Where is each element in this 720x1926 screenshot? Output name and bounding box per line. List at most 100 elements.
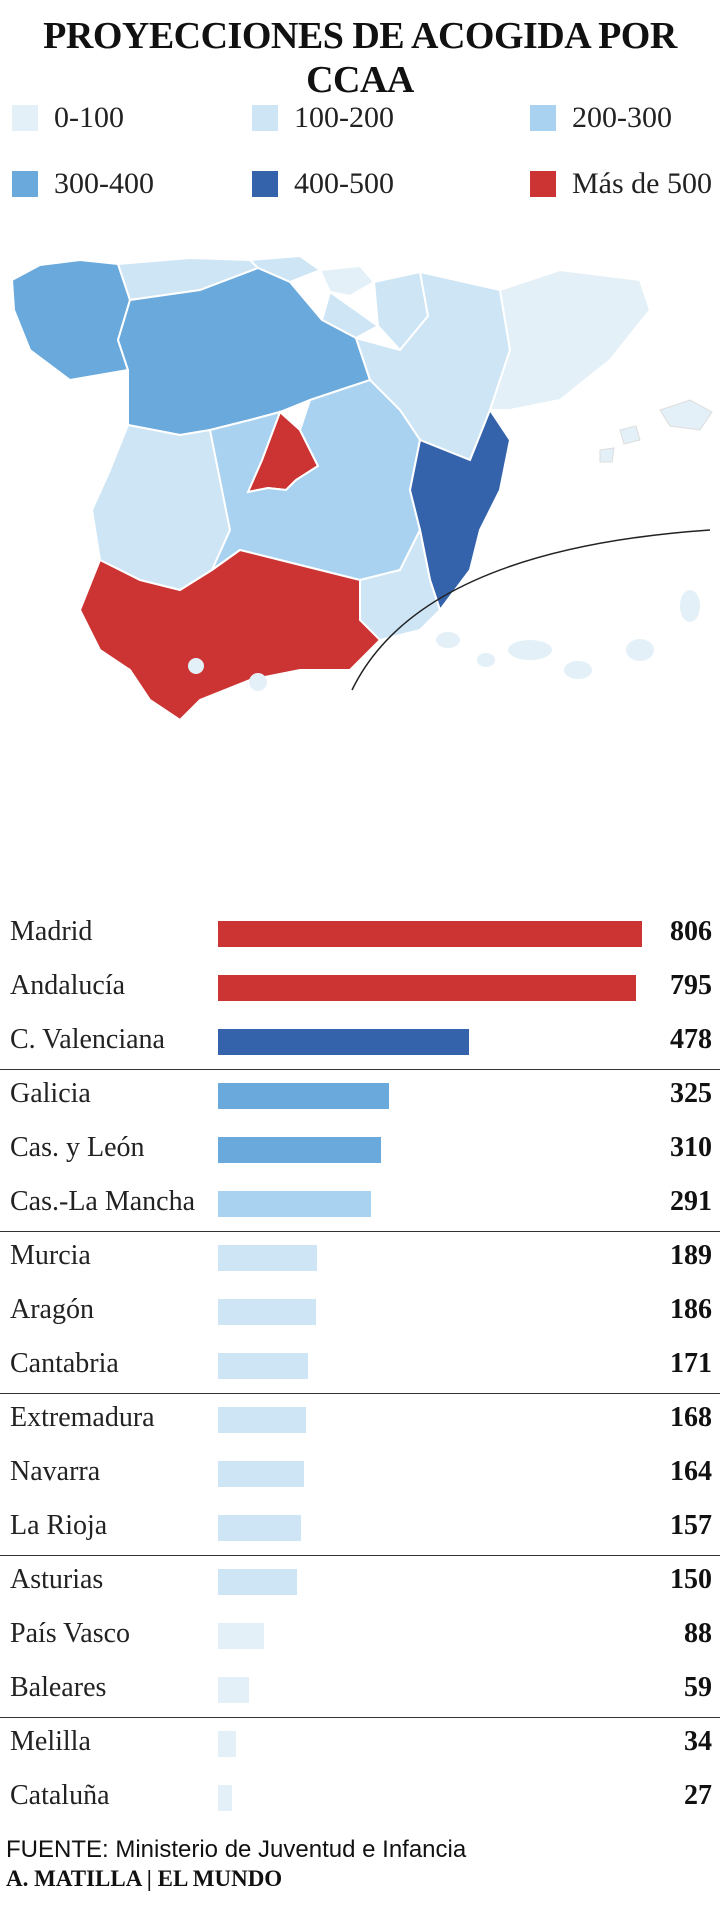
legend-swatch: [530, 105, 556, 131]
bar-value: 168: [670, 1402, 712, 1433]
region-canarias-6: [680, 590, 700, 622]
bar-value: 88: [684, 1618, 712, 1649]
bar-value: 478: [670, 1024, 712, 1055]
chart-title: PROYECCIONES DE ACOGIDA POR CCAA: [43, 15, 677, 101]
legend: 0-100 100-200 200-300 300-400 400-500 Más de …: [0, 98, 720, 208]
bar-label: País Vasco: [10, 1618, 131, 1649]
bar-value: 291: [670, 1186, 712, 1217]
bar-value: 59: [684, 1672, 712, 1703]
bar-value: 27: [684, 1780, 712, 1811]
bar: [218, 1731, 236, 1757]
legend-item: Más de 500: [530, 164, 712, 204]
legend-swatch: [252, 171, 278, 197]
bar-row: Andalucía 795: [0, 962, 720, 1016]
region-canarias-3: [508, 640, 552, 660]
bar-label: Extremadura: [10, 1402, 155, 1433]
legend-label: 300-400: [54, 167, 154, 200]
region-ceuta: [188, 658, 204, 674]
region-canarias-5: [626, 639, 654, 661]
bar-row: Murcia 189: [0, 1232, 720, 1286]
bar-row: Aragón 186: [0, 1286, 720, 1340]
bar-label: Galicia: [10, 1078, 91, 1109]
bar-value: 186: [670, 1294, 712, 1325]
legend-swatch: [252, 105, 278, 131]
group-separator: [0, 1393, 720, 1394]
source-note: FUENTE: Ministerio de Juventud e Infanci…: [6, 1836, 467, 1863]
bar-row: Cantabria 171: [0, 1340, 720, 1394]
bar-row: País Vasco 88: [0, 1610, 720, 1664]
legend-swatch: [12, 105, 38, 131]
bar-value: 310: [670, 1132, 712, 1163]
bar-value: 325: [670, 1078, 712, 1109]
legend-label: Más de 500: [572, 167, 712, 200]
group-separator: [0, 1717, 720, 1718]
legend-item: 300-400: [12, 164, 154, 204]
bar-label: Andalucía: [10, 970, 126, 1001]
bar-value: 150: [670, 1564, 712, 1595]
bar: [218, 1515, 301, 1541]
bar: [218, 1677, 249, 1703]
bar-row: Cas.-La Mancha 291: [0, 1178, 720, 1232]
bar-row: Melilla 34: [0, 1718, 720, 1772]
bar-row: Cas. y León 310: [0, 1124, 720, 1178]
bar: [218, 1191, 371, 1217]
bar: [218, 921, 642, 947]
bar-row: Baleares 59: [0, 1664, 720, 1718]
legend-swatch: [12, 171, 38, 197]
bar-row: Extremadura 168: [0, 1394, 720, 1448]
bar-label: C. Valenciana: [10, 1024, 165, 1055]
legend-item: 100-200: [252, 98, 394, 138]
bar: [218, 1137, 381, 1163]
bar: [218, 1461, 304, 1487]
bar-label: Asturias: [10, 1564, 104, 1595]
bar-value: 806: [670, 916, 712, 947]
bar-label: Cantabria: [10, 1348, 119, 1379]
bar-value: 157: [670, 1510, 712, 1541]
bar-value: 34: [684, 1726, 712, 1757]
bar: [218, 1245, 317, 1271]
legend-item: 200-300: [530, 98, 672, 138]
bar-label: Melilla: [10, 1726, 91, 1757]
bar-value: 171: [670, 1348, 712, 1379]
legend-swatch: [530, 171, 556, 197]
bar: [218, 1407, 306, 1433]
bar-label: La Rioja: [10, 1510, 108, 1541]
legend-item: 0-100: [12, 98, 124, 138]
spain-regions-map: [10, 254, 713, 722]
bar: [218, 1299, 316, 1325]
bar-row: Cataluña 27: [0, 1772, 720, 1826]
region-baleares: [599, 399, 713, 463]
legend-label: 100-200: [294, 101, 394, 134]
bar-label: Madrid: [10, 916, 93, 947]
legend-label: 0-100: [54, 101, 124, 134]
region-cataluna: [488, 268, 652, 411]
bar: [218, 1785, 232, 1811]
group-separator: [0, 1069, 720, 1070]
bar-row: Navarra 164: [0, 1448, 720, 1502]
bar-row: Asturias 150: [0, 1556, 720, 1610]
bar-row: Madrid 806: [0, 908, 720, 962]
bar-value: 164: [670, 1456, 712, 1487]
bar-label: Aragón: [10, 1294, 94, 1325]
region-canarias-1: [436, 632, 460, 648]
bar-row: Galicia 325: [0, 1070, 720, 1124]
region-pais-vasco: [318, 264, 376, 298]
region-cantabria: [247, 254, 323, 284]
legend-item: 400-500: [252, 164, 394, 204]
bar-label: Cataluña: [10, 1780, 110, 1811]
bar-label: Baleares: [10, 1672, 107, 1703]
region-canarias-arc: [351, 529, 711, 691]
bar: [218, 1353, 308, 1379]
bar: [218, 975, 636, 1001]
region-melilla: [249, 673, 267, 691]
legend-label: 400-500: [294, 167, 394, 200]
bar-value: 189: [670, 1240, 712, 1271]
legend-label: 200-300: [572, 101, 672, 134]
bar: [218, 1083, 389, 1109]
region-galicia: [10, 258, 132, 382]
region-andalucia: [78, 548, 382, 722]
bar-row: C. Valenciana 478: [0, 1016, 720, 1070]
bar-label: Cas. y León: [10, 1132, 145, 1163]
region-canarias-4: [564, 661, 592, 679]
bar-value: 795: [670, 970, 712, 1001]
